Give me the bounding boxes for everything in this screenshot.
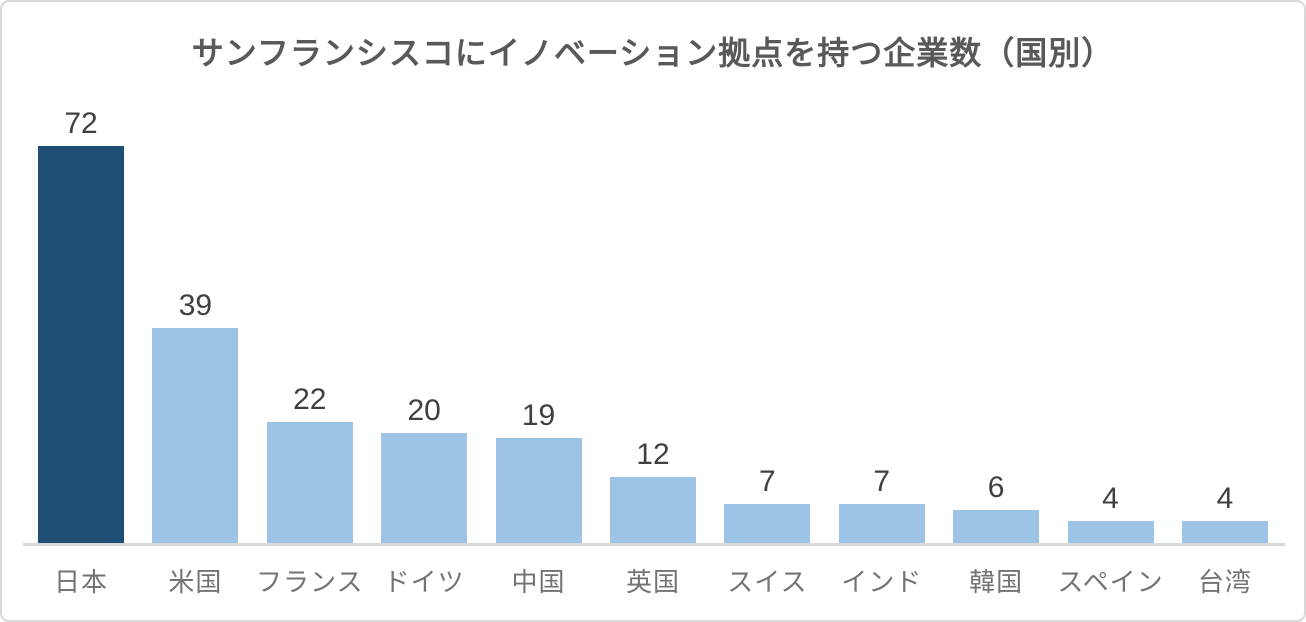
x-axis-label: 米国 [168,567,223,597]
data-label: 22 [293,382,327,416]
bar-韓国 [953,509,1040,543]
data-label: 12 [636,437,670,471]
x-axis-label: インド [841,567,923,597]
x-axis-labels: 日本 米国 フランス ドイツ 中国 英国 スイス インド 韓国 スペイン 台湾 [38,562,1268,599]
bar-フランス [266,421,353,543]
bar-slot: 6 [953,470,1040,543]
bar-slot: 20 [381,393,468,543]
x-axis-label: 英国 [625,567,680,597]
bar-slot: 22 [266,382,353,543]
data-label: 4 [1102,481,1119,515]
x-axis-label: スペイン [1057,567,1164,597]
x-axis-label: フランス [256,567,364,597]
bar-slot: 12 [609,437,696,543]
bar-slot: 19 [495,399,582,543]
bar-日本 [38,146,124,543]
x-axis-line [23,543,1285,546]
bar-slot: 7 [838,465,925,543]
bar-英国 [609,476,696,543]
x-axis-label: 台湾 [1197,567,1252,597]
x-axis-label: 韓国 [969,567,1024,597]
bar-ドイツ [381,432,468,543]
data-label: 39 [178,289,213,322]
data-label: 7 [759,465,776,499]
x-axis-label: ドイツ [383,567,465,597]
bar-slot: 39 [152,289,239,543]
data-label: 6 [987,470,1005,504]
bar-slot: 7 [724,465,811,543]
x-axis-label: 日本 [53,567,108,597]
data-label: 7 [873,465,891,499]
data-label: 19 [521,399,556,433]
bar-米国 [152,328,239,543]
bar-slot: 4 [1067,481,1154,543]
x-axis-label: 中国 [511,567,566,597]
bar-slot: 4 [1181,481,1268,543]
data-label: 72 [64,107,98,140]
data-label: 4 [1216,481,1234,515]
bar-インド [838,504,925,543]
bar-中国 [495,438,582,543]
bar-台湾 [1181,520,1268,543]
bar-スイス [724,504,811,543]
bar-slot: 72 [38,107,124,543]
bars-row: 72 39 22 20 19 12 7 7 6 4 4 [38,2,1268,543]
chart-title: サンフランシスコにイノベーション拠点を持つ企業数（国別） [191,35,1115,71]
data-label: 20 [407,393,441,427]
x-axis-label: スイス [727,567,808,597]
bar-スペイン [1067,520,1154,543]
